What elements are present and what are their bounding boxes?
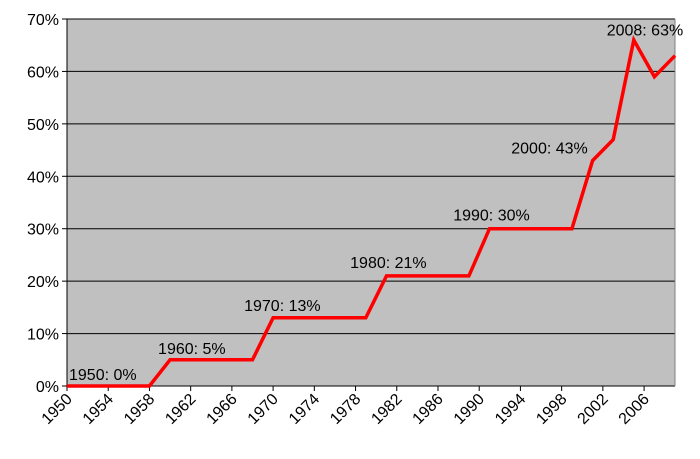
x-tick-label: 1974 xyxy=(286,391,323,428)
x-tick-label: 1954 xyxy=(80,391,117,428)
y-tick-label: 50% xyxy=(27,117,59,134)
annotation-label: 1960: 5% xyxy=(158,341,226,358)
y-tick-label: 0% xyxy=(36,379,59,396)
annotation-label: 1950: 0% xyxy=(69,367,137,384)
plot-area xyxy=(67,19,675,386)
annotation-label: 1990: 30% xyxy=(453,208,530,225)
annotation-label: 2008: 63% xyxy=(607,23,684,40)
y-tick-label: 40% xyxy=(27,169,59,186)
x-tick-label: 1994 xyxy=(492,391,529,428)
x-tick-label: 2002 xyxy=(575,391,612,428)
x-tick-label: 1982 xyxy=(368,391,405,428)
x-tick-label: 1958 xyxy=(121,391,158,428)
y-tick-label: 20% xyxy=(27,274,59,291)
annotation-label: 1970: 13% xyxy=(244,298,321,315)
x-tick-label: 1998 xyxy=(533,391,570,428)
y-axis-ticks: 0% 10% 20% 30% 40% 50% 60% 70% xyxy=(27,12,67,396)
annotation-label: 1980: 21% xyxy=(350,255,427,272)
annotation-label: 2000: 43% xyxy=(511,141,588,158)
x-tick-label: 1966 xyxy=(204,391,241,428)
x-tick-label: 1986 xyxy=(410,391,447,428)
y-tick-label: 10% xyxy=(27,327,59,344)
x-tick-label: 1962 xyxy=(162,391,199,428)
x-tick-label: 2006 xyxy=(616,391,653,428)
y-tick-label: 30% xyxy=(27,222,59,239)
y-tick-label: 70% xyxy=(27,12,59,29)
x-tick-label: 1970 xyxy=(245,391,282,428)
x-tick-label: 1950 xyxy=(39,391,76,428)
y-tick-label: 60% xyxy=(27,64,59,81)
x-tick-label: 1990 xyxy=(451,391,488,428)
x-tick-label: 1978 xyxy=(327,391,364,428)
